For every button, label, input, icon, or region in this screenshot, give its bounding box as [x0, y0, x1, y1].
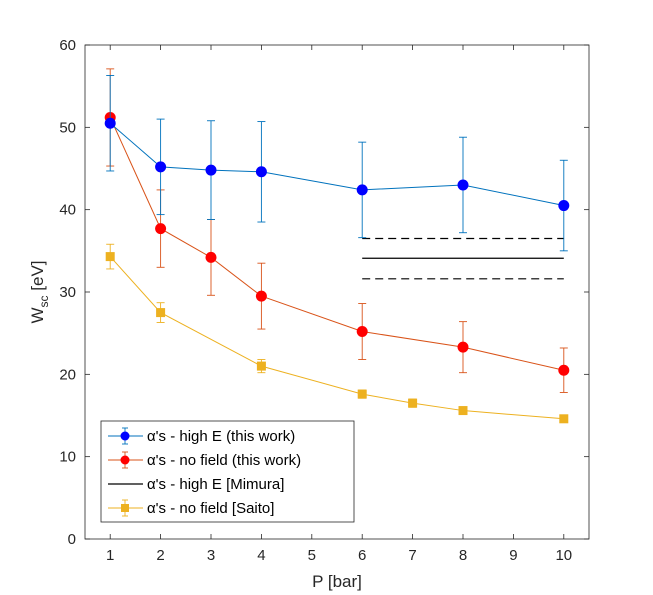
x-tick-label: 9: [509, 547, 517, 564]
series-1-point-2-marker: [155, 161, 167, 173]
series-4-point-2-marker: [156, 308, 166, 318]
legend-label: α's - high E [Mimura]: [147, 476, 284, 493]
legend-swatch-marker: [120, 455, 130, 465]
x-tick-label: 3: [207, 547, 215, 564]
x-tick-label: 5: [308, 547, 316, 564]
series-4-point-5-marker: [408, 398, 418, 408]
series-4-point-3-marker: [256, 361, 266, 371]
series-4: [105, 243, 569, 424]
series-2-point-5-marker: [356, 326, 368, 338]
y-axis-label-unit: [eV]: [28, 260, 47, 295]
legend-swatch-marker: [121, 504, 129, 512]
legend: α's - high E (this work) α's - no field (…: [100, 420, 355, 523]
legend-item-2: α's - no field (this work): [108, 451, 301, 469]
legend-label: α's - no field [Saito]: [147, 500, 274, 517]
series-4-point-4-marker: [357, 389, 367, 399]
series-2-point-2-marker: [155, 223, 167, 235]
series-1-point-1-marker: [104, 117, 116, 129]
x-tick-label: 6: [358, 547, 366, 564]
legend-item-1: α's - high E (this work): [108, 427, 295, 445]
x-tick-label: 7: [408, 547, 416, 564]
y-tick-label: 60: [59, 37, 76, 54]
legend-item-3: α's - high E [Mimura]: [108, 476, 284, 493]
x-tick-label: 8: [459, 547, 467, 564]
x-tick-label: 1: [106, 547, 114, 564]
data-layer: [104, 68, 570, 424]
x-tick-label: 2: [156, 547, 164, 564]
series-2-point-3-marker: [205, 251, 217, 263]
y-tick-label: 10: [59, 449, 76, 466]
x-tick-label: 10: [555, 547, 572, 564]
y-tick-label: 0: [68, 531, 76, 548]
y-tick-label: 50: [59, 119, 76, 136]
x-axis-label: P [bar]: [312, 572, 362, 591]
series-2-point-6-marker: [457, 341, 469, 353]
legend-item-4: α's - no field [Saito]: [108, 499, 274, 517]
legend-box: [100, 420, 355, 523]
series-2-point-4-marker: [255, 290, 267, 302]
legend-label: α's - no field (this work): [147, 452, 301, 469]
legend-swatch-marker: [120, 431, 130, 441]
legend-label: α's - high E (this work): [147, 428, 295, 445]
x-tick-label: 4: [257, 547, 265, 564]
y-axis-label-main: W: [28, 307, 47, 323]
series-1-point-4-marker: [255, 166, 267, 178]
y-tick-label: 20: [59, 366, 76, 383]
series-3: [362, 237, 564, 280]
series-2-point-7-marker: [558, 364, 570, 376]
series-1: [104, 75, 570, 252]
series-1-point-3-marker: [205, 164, 217, 176]
y-tick-label: 30: [59, 284, 76, 301]
y-tick-label: 40: [59, 202, 76, 219]
series-4-point-6-marker: [458, 406, 468, 416]
axes-layer: 1 2 3 4 5 6 7 8 9 10 0 10 20 30 40 50 60: [59, 37, 590, 564]
series-1-point-5-marker: [356, 184, 368, 196]
y-axis-label-sub: sc: [37, 295, 51, 307]
series-4-point-1-marker: [105, 252, 115, 262]
series-1-point-7-marker: [558, 200, 570, 212]
series-4-point-7-marker: [559, 414, 569, 424]
y-axis-label: Wsc [eV]: [28, 260, 51, 323]
series-1-point-6-marker: [457, 179, 469, 191]
